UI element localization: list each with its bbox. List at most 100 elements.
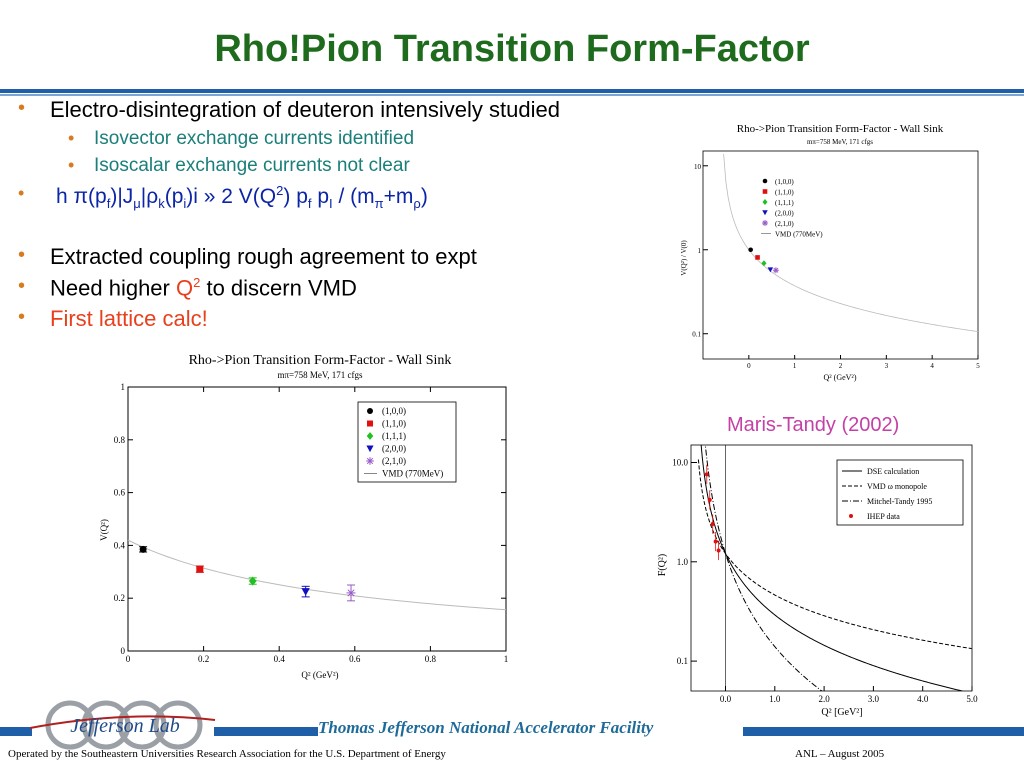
normalized-formfactor-chart: Rho->Pion Transition Form-Factor - Wall … — [680, 123, 980, 382]
eq-sub-pi: π — [374, 196, 384, 212]
chart2-point-(2,1,0) — [772, 267, 779, 274]
chart1-xtick-label: 0 — [126, 654, 131, 664]
jefferson-lab-logo: Jefferson Lab — [30, 700, 216, 750]
bullet-text: First lattice calc! — [50, 306, 208, 331]
eq-end: ) — [420, 185, 428, 208]
eq-sub-f: f — [106, 196, 111, 212]
eq-plus: +m — [383, 185, 414, 208]
chart2-legend-marker — [762, 178, 768, 184]
conference-date: ANL – August 2005 — [795, 748, 885, 760]
eq-sub-I: I — [329, 196, 333, 212]
chart1-xlabel: Q² (GeV²) — [301, 670, 338, 680]
eq-slash: / (m — [332, 185, 375, 208]
chart1-ylabel: V(Q²) — [99, 519, 109, 541]
bullet-q-sup: 2 — [193, 275, 201, 290]
bullet-dot-icon: • — [18, 244, 26, 266]
chart1-legend-marker — [366, 457, 374, 465]
eq-sub-i: i — [183, 196, 187, 212]
eq-p: (p — [88, 185, 107, 208]
eq-sub-mu: μ — [133, 196, 141, 212]
chart3-xtick-label: 4.0 — [917, 694, 929, 704]
footer-bar-left — [0, 727, 32, 736]
chart1-plot-area: 0 0.2 0.4 0.6 0.8 1 0 0.2 0.4 0.6 0.8 1 (1,0,0) (1,1,… — [114, 382, 509, 664]
bullet-text: to discern VMD — [200, 275, 357, 301]
eq-sub-f2: f — [307, 196, 312, 212]
chart3-legend-label: DSE calculation — [867, 467, 919, 476]
bullet-dot-icon: • — [68, 128, 75, 148]
footer-bar-right — [743, 727, 1024, 736]
chart1-ytick-label: 1 — [121, 382, 126, 392]
chart3-mt-curve — [704, 445, 823, 691]
chart1-ytick-label: 0.8 — [114, 435, 126, 445]
bullet-first-lattice: • First lattice calc! — [18, 306, 208, 332]
chart2-ylabel: V(Q²) / V(0) — [680, 240, 688, 276]
chart2-legend-marker — [762, 220, 768, 226]
lattice-formfactor-chart: Rho->Pion Transition Form-Factor - Wall … — [99, 353, 509, 680]
chart2-xtick-label: 5 — [976, 362, 980, 370]
bullet-coupling-agreement: • Extracted coupling rough agreement to e… — [18, 244, 477, 270]
chart3-ihep-point — [710, 522, 715, 527]
chart3-legend-label: Mitchel-Tandy 1995 — [867, 497, 932, 506]
eq-sup-2: 2 — [276, 183, 284, 198]
chart1-legend-label: (2,1,0) — [382, 456, 406, 466]
chart3-ytick-label: 0.1 — [677, 656, 688, 666]
chart3-ytick-label: 10.0 — [672, 457, 688, 467]
chart1-ytick-label: 0.2 — [114, 593, 125, 603]
bullet-dot-icon: • — [18, 183, 25, 203]
bullet-dot-icon: • — [18, 275, 26, 297]
chart2-legend-label: (1,1,0) — [775, 189, 794, 197]
bullet-electro-disintegration: • Electro-disintegration of deuteron inte… — [18, 97, 560, 123]
bullet-text: Electro-disintegration of deuteron inten… — [50, 97, 560, 122]
chart3-frame — [690, 444, 973, 692]
chart2-legend-marker — [762, 210, 768, 216]
chart1-ytick-label: 0 — [121, 646, 126, 656]
operated-by-text: Operated by the Southeastern Universitie… — [8, 748, 446, 760]
chart1-legend-label: (1,0,0) — [382, 406, 406, 416]
eq-rho: ρ — [146, 185, 159, 208]
chart3-xtick-label: 5.0 — [966, 694, 978, 704]
chart2-ytick-label: 0.1 — [692, 331, 701, 339]
chart1-subtitle: mπ=758 MeV, 171 cfgs — [278, 370, 363, 380]
eq-pI: p — [311, 185, 330, 208]
chart2-vmd-curve — [723, 153, 979, 332]
bullet-dot-icon: • — [68, 155, 75, 175]
bullet-text: Need higher — [50, 275, 176, 301]
bullet-dot-icon: • — [18, 97, 26, 119]
chart1-title: Rho->Pion Transition Form-Factor - Wall … — [189, 353, 452, 368]
maris-tandy-title: Maris-Tandy (2002) — [727, 414, 900, 436]
chart1-point-(2,1,0) — [346, 588, 356, 598]
chart2-xtick-label: 3 — [885, 362, 889, 370]
chart1-point-(1,1,1) — [248, 576, 257, 586]
bullet-text: Extracted coupling rough agreement to ex… — [50, 244, 477, 269]
bullet-need-higher-q2: • Need higher Q2 to discern VMD — [18, 275, 357, 301]
chart2-legend-label: (2,0,0) — [775, 210, 794, 218]
bullet-isoscalar: • Isoscalar exchange currents not clear — [68, 155, 410, 177]
chart3-xlabel: Q² [GeV²] — [821, 707, 862, 718]
chart2-legend-label: VMD (770MeV) — [775, 231, 823, 239]
chart3-ihep-point — [713, 539, 718, 544]
chart1-ytick-label: 0.4 — [114, 540, 126, 550]
chart2-ytick-label: 1 — [698, 247, 702, 255]
maris-tandy-chart: 0.0 1.0 2.0 3.0 4.0 5.0 0.1 1.0 10.0 DSE calculat… — [657, 444, 978, 718]
chart1-legend-label: (1,1,1) — [382, 431, 406, 441]
eq-sub-rho: ρ — [413, 196, 421, 212]
chart1-legend-marker — [366, 445, 374, 453]
slide-title: Rho!Pion Transition Form-Factor — [214, 28, 810, 70]
chart3-plot-area: 0.0 1.0 2.0 3.0 4.0 5.0 0.1 1.0 10.0 DSE calculat… — [672, 444, 978, 704]
chart2-xtick-label: 0 — [747, 362, 751, 370]
title-divider — [0, 89, 1024, 93]
bullet-q: Q — [175, 275, 194, 301]
title-divider-light — [0, 94, 1024, 96]
chart2-title: Rho->Pion Transition Form-Factor - Wall … — [737, 123, 944, 135]
chart3-legend-label: IHEP data — [867, 512, 900, 521]
chart3-ylabel: F(Q²) — [657, 554, 668, 576]
bullet-isovector: • Isovector exchange currents identified — [68, 128, 414, 150]
chart2-legend-marker — [762, 189, 768, 194]
chart1-legend-label: VMD (770MeV) — [382, 469, 443, 479]
eq-pi: π — [73, 185, 89, 208]
chart2-subtitle: mπ=758 MeV, 171 cfgs — [807, 138, 873, 146]
chart3-ihep-point — [704, 472, 709, 477]
chart2-plot-area: 0 1 2 3 4 5 0.1 1 10 (1,0,0) (1,1,0) (1,1,1) (2,0,0)… — [692, 150, 980, 370]
chart1-xtick-label: 1 — [504, 654, 509, 664]
chart3-legend-marker — [849, 514, 853, 518]
